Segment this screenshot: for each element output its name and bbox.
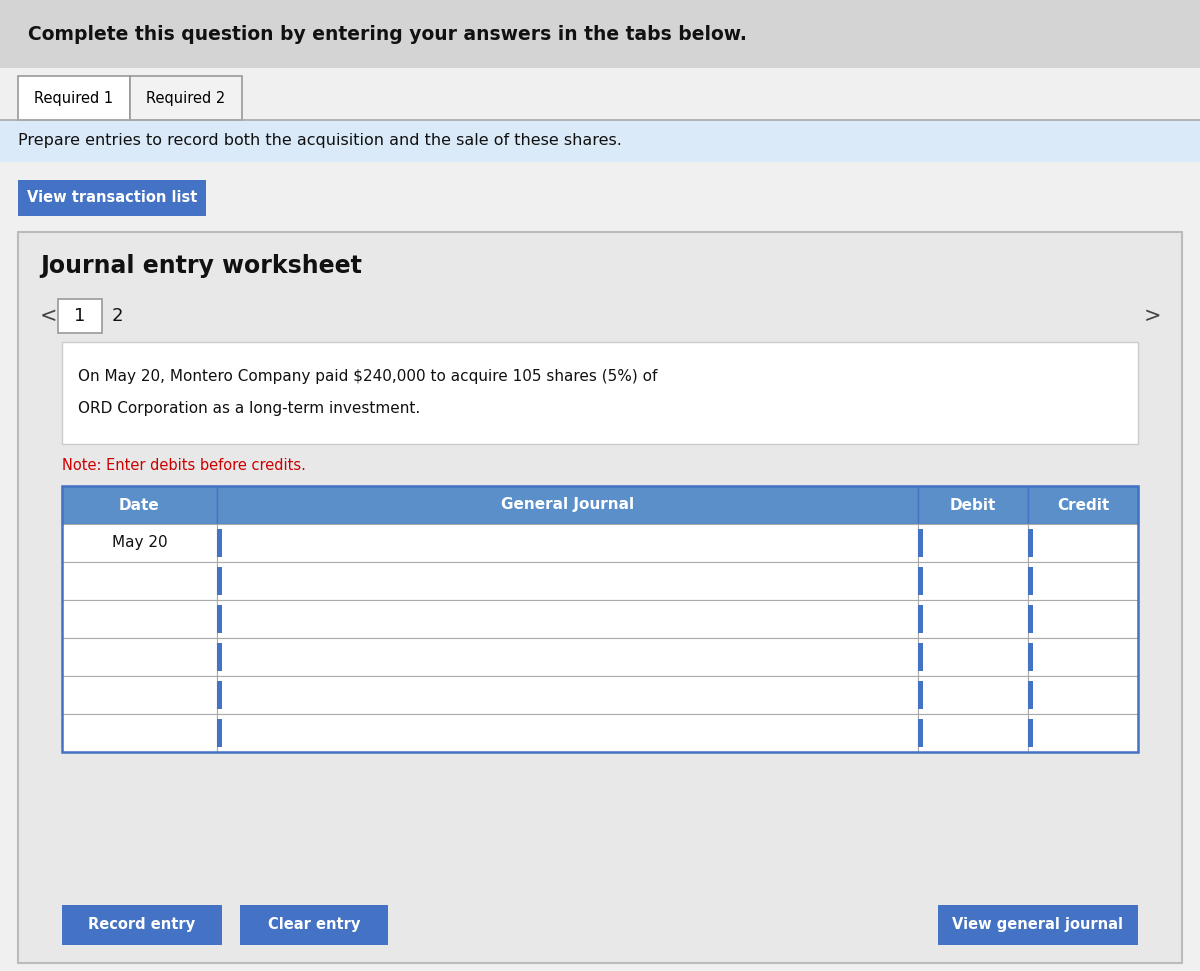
Text: Required 1: Required 1 <box>35 90 114 106</box>
FancyBboxPatch shape <box>217 605 222 633</box>
Text: Clear entry: Clear entry <box>268 918 360 932</box>
FancyBboxPatch shape <box>217 676 918 714</box>
Text: ORD Corporation as a long-term investment.: ORD Corporation as a long-term investmen… <box>78 400 420 416</box>
FancyBboxPatch shape <box>918 486 1028 524</box>
FancyBboxPatch shape <box>217 719 222 747</box>
FancyBboxPatch shape <box>1028 676 1138 714</box>
FancyBboxPatch shape <box>18 76 130 120</box>
FancyBboxPatch shape <box>1028 638 1138 676</box>
FancyBboxPatch shape <box>18 232 1182 963</box>
FancyBboxPatch shape <box>918 562 1028 600</box>
Text: Debit: Debit <box>950 497 996 513</box>
FancyBboxPatch shape <box>1028 643 1033 671</box>
FancyBboxPatch shape <box>217 567 222 595</box>
FancyBboxPatch shape <box>217 486 918 524</box>
FancyBboxPatch shape <box>0 0 1200 68</box>
FancyBboxPatch shape <box>1028 486 1138 524</box>
Text: View transaction list: View transaction list <box>26 190 197 206</box>
FancyBboxPatch shape <box>1028 529 1033 557</box>
Text: Complete this question by entering your answers in the tabs below.: Complete this question by entering your … <box>28 24 746 44</box>
Text: 2: 2 <box>112 307 124 325</box>
FancyBboxPatch shape <box>62 638 217 676</box>
FancyBboxPatch shape <box>918 567 923 595</box>
FancyBboxPatch shape <box>1028 600 1138 638</box>
FancyBboxPatch shape <box>1028 719 1033 747</box>
FancyBboxPatch shape <box>918 714 1028 752</box>
FancyBboxPatch shape <box>918 529 923 557</box>
FancyBboxPatch shape <box>918 524 1028 562</box>
Text: <: < <box>40 306 58 326</box>
FancyBboxPatch shape <box>918 605 923 633</box>
FancyBboxPatch shape <box>918 638 1028 676</box>
FancyBboxPatch shape <box>240 905 388 945</box>
FancyBboxPatch shape <box>1028 562 1138 600</box>
Text: May 20: May 20 <box>112 535 167 551</box>
FancyBboxPatch shape <box>918 643 923 671</box>
Text: >: > <box>1144 306 1160 326</box>
Text: General Journal: General Journal <box>500 497 634 513</box>
Text: View general journal: View general journal <box>953 918 1123 932</box>
FancyBboxPatch shape <box>217 562 918 600</box>
FancyBboxPatch shape <box>217 638 918 676</box>
FancyBboxPatch shape <box>217 600 918 638</box>
FancyBboxPatch shape <box>217 681 222 709</box>
FancyBboxPatch shape <box>918 681 923 709</box>
Text: Required 2: Required 2 <box>146 90 226 106</box>
Text: Prepare entries to record both the acquisition and the sale of these shares.: Prepare entries to record both the acqui… <box>18 133 622 149</box>
FancyBboxPatch shape <box>1028 714 1138 752</box>
FancyBboxPatch shape <box>1028 605 1033 633</box>
FancyBboxPatch shape <box>918 600 1028 638</box>
FancyBboxPatch shape <box>1028 681 1033 709</box>
FancyBboxPatch shape <box>217 529 222 557</box>
FancyBboxPatch shape <box>217 643 222 671</box>
FancyBboxPatch shape <box>58 299 102 333</box>
FancyBboxPatch shape <box>62 562 217 600</box>
FancyBboxPatch shape <box>217 714 918 752</box>
FancyBboxPatch shape <box>62 905 222 945</box>
Text: Date: Date <box>119 497 160 513</box>
Text: 1: 1 <box>74 307 85 325</box>
FancyBboxPatch shape <box>1028 567 1033 595</box>
Text: Credit: Credit <box>1057 497 1109 513</box>
FancyBboxPatch shape <box>18 180 206 216</box>
Text: Journal entry worksheet: Journal entry worksheet <box>40 254 362 278</box>
FancyBboxPatch shape <box>62 524 217 562</box>
Text: Record entry: Record entry <box>89 918 196 932</box>
Text: Note: Enter debits before credits.: Note: Enter debits before credits. <box>62 458 306 474</box>
FancyBboxPatch shape <box>62 486 217 524</box>
FancyBboxPatch shape <box>62 676 217 714</box>
FancyBboxPatch shape <box>918 719 923 747</box>
FancyBboxPatch shape <box>0 120 1200 162</box>
FancyBboxPatch shape <box>130 76 242 120</box>
FancyBboxPatch shape <box>217 524 918 562</box>
FancyBboxPatch shape <box>62 600 217 638</box>
FancyBboxPatch shape <box>62 342 1138 444</box>
FancyBboxPatch shape <box>918 676 1028 714</box>
FancyBboxPatch shape <box>62 714 217 752</box>
FancyBboxPatch shape <box>1028 524 1138 562</box>
Text: On May 20, Montero Company paid $240,000 to acquire 105 shares (5%) of: On May 20, Montero Company paid $240,000… <box>78 369 658 384</box>
FancyBboxPatch shape <box>938 905 1138 945</box>
